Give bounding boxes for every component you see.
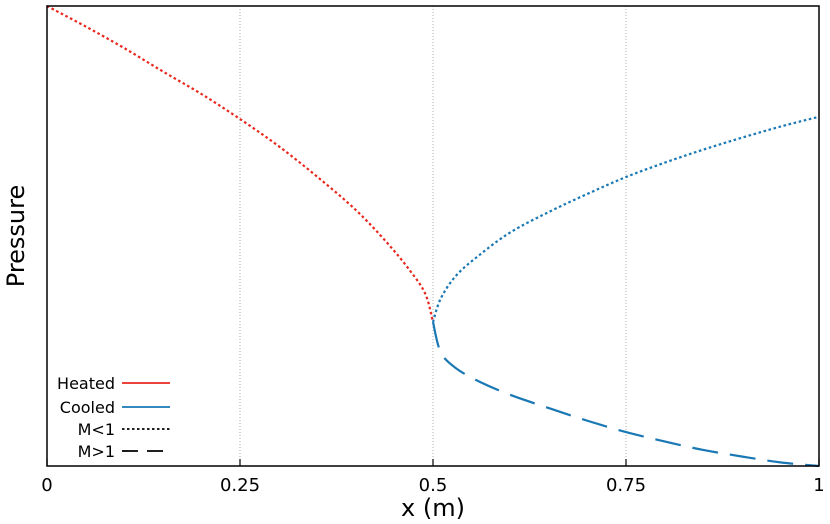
series-line-heated-subsonic (46, 5, 435, 323)
y-axis-label: Pressure (2, 185, 30, 287)
x-tick-label: 0 (41, 475, 52, 496)
x-tick-label: 0.75 (606, 475, 646, 496)
series-line-cooled-subsonic (431, 115, 820, 323)
series-layer (46, 5, 820, 468)
x-tick-label: 0.25 (220, 475, 260, 496)
x-axis-ticks: 0 0.25 0.5 0.75 1 (41, 459, 825, 496)
x-tick-label: 0.5 (419, 475, 448, 496)
x-axis-label: x (m) (401, 494, 465, 522)
legend-label-heated: Heated (57, 374, 115, 393)
legend-label-supersonic: M>1 (78, 442, 115, 461)
legend: Heated Cooled M<1 M>1 (57, 374, 170, 461)
legend-label-subsonic: M<1 (78, 420, 115, 439)
x-tick-label: 1 (813, 475, 824, 496)
legend-label-cooled: Cooled (60, 398, 115, 417)
series-line-cooled-supersonic (431, 321, 820, 468)
